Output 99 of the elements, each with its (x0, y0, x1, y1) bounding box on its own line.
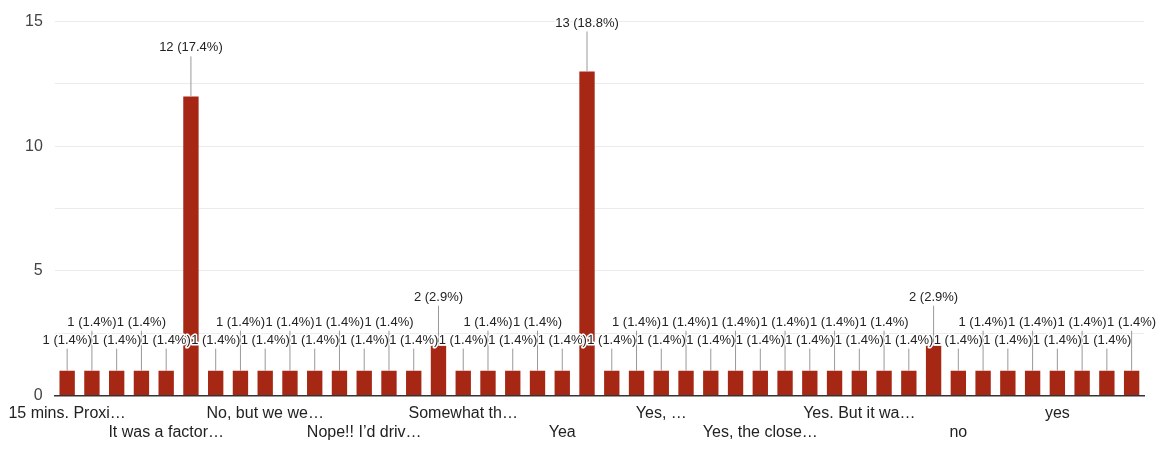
data-label: 1 (1.4%) (488, 331, 538, 347)
data-label: 1 (1.4%) (1008, 313, 1058, 329)
bar (133, 370, 150, 396)
data-label: 1 (1.4%) (215, 313, 266, 329)
data-label: 1 (1.4%) (587, 331, 637, 347)
data-label: 1 (1.4%) (809, 313, 860, 329)
data-label: 13 (18.8%) (555, 14, 619, 30)
bar (430, 345, 447, 396)
bar (84, 370, 100, 396)
bar (975, 370, 991, 396)
bar (1024, 370, 1041, 396)
data-label: 1 (1.4%) (760, 313, 810, 329)
bar (1074, 370, 1090, 396)
bar (876, 370, 892, 396)
data-label: 1 (1.4%) (67, 313, 117, 329)
bar (480, 370, 496, 396)
data-label: 1 (1.4%) (512, 313, 563, 329)
bar (950, 370, 967, 396)
bar (1000, 370, 1016, 396)
data-label: 1 (1.4%) (785, 331, 835, 347)
y-tick-label: 10 (24, 136, 43, 154)
bar (851, 370, 867, 396)
data-label: 12 (17.4%) (159, 39, 223, 55)
bar (653, 370, 669, 396)
data-label: 1 (1.4%) (42, 331, 92, 347)
data-label: 1 (1.4%) (290, 331, 340, 347)
data-label: 1 (1.4%) (710, 313, 761, 329)
data-label: 1 (1.4%) (191, 331, 241, 347)
data-label: 1 (1.4%) (339, 331, 389, 347)
x-tick-label: It was a factor… (108, 422, 224, 440)
bar (158, 370, 174, 396)
bar (925, 345, 942, 396)
bar (307, 370, 323, 396)
data-label: 1 (1.4%) (240, 331, 290, 347)
data-label: 1 (1.4%) (1032, 331, 1082, 347)
x-tick-label: Yea (548, 422, 576, 440)
x-tick-label: no (949, 422, 968, 440)
bar (232, 370, 249, 396)
data-label: 1 (1.4%) (859, 313, 909, 329)
data-label: 1 (1.4%) (364, 313, 414, 329)
bar (108, 370, 125, 396)
bar (802, 370, 818, 396)
data-label: 2 (2.9%) (413, 288, 464, 304)
x-tick-label: yes (1044, 403, 1070, 421)
y-tick-label: 5 (33, 261, 43, 279)
x-tick-label: Nope!! I’d driv… (306, 422, 422, 440)
data-label: 1 (1.4%) (636, 331, 686, 347)
data-label: 1 (1.4%) (463, 313, 513, 329)
bar (554, 370, 570, 396)
x-tick-label: Yes, the close… (702, 422, 818, 440)
bar (826, 370, 843, 396)
bar (282, 370, 298, 396)
data-label: 1 (1.4%) (983, 331, 1033, 347)
data-label: 2 (2.9%) (909, 288, 959, 304)
bar (1049, 370, 1066, 396)
data-label: 1 (1.4%) (933, 331, 983, 347)
bar (505, 370, 521, 396)
data-label: 1 (1.4%) (611, 313, 662, 329)
bar (1123, 370, 1140, 396)
bar (356, 370, 372, 396)
bar (455, 370, 471, 396)
x-tick-label: 15 mins. Proxi… (8, 403, 126, 421)
bar (703, 370, 719, 396)
data-label: 1 (1.4%) (92, 331, 142, 347)
bar (331, 370, 348, 396)
bar (628, 370, 645, 396)
data-label: 1 (1.4%) (314, 313, 365, 329)
data-label: 1 (1.4%) (1057, 313, 1107, 329)
data-label: 1 (1.4%) (438, 331, 488, 347)
x-tick-label: Yes. But it wa… (803, 403, 916, 421)
bar (901, 370, 917, 396)
y-tick-label: 0 (33, 386, 43, 404)
bar (257, 370, 273, 396)
data-label: 1 (1.4%) (116, 313, 166, 329)
bar (777, 370, 793, 396)
data-label: 1 (1.4%) (735, 331, 785, 347)
data-label: 1 (1.4%) (884, 331, 934, 347)
data-label: 1 (1.4%) (389, 331, 439, 347)
data-label: 1 (1.4%) (661, 313, 711, 329)
bar (208, 370, 224, 396)
bar (381, 370, 397, 396)
x-tick-label: No, but we we… (206, 403, 324, 421)
data-label: 1 (1.4%) (265, 313, 315, 329)
bar (406, 370, 422, 396)
bar (727, 370, 744, 396)
x-tick-label: Yes, … (635, 403, 687, 421)
y-tick-label: 15 (24, 12, 43, 30)
bar (529, 370, 546, 396)
data-label: 1 (1.4%) (958, 313, 1008, 329)
bar (1099, 370, 1115, 396)
data-label: 1 (1.4%) (834, 331, 884, 347)
data-label: 1 (1.4%) (686, 331, 736, 347)
bar (604, 370, 620, 396)
x-tick-label: Somewhat th… (408, 403, 518, 421)
bar (752, 370, 768, 396)
data-label: 1 (1.4%) (1107, 313, 1157, 329)
data-label: 1 (1.4%) (1082, 331, 1132, 347)
bar (59, 370, 75, 396)
bar (678, 370, 694, 396)
